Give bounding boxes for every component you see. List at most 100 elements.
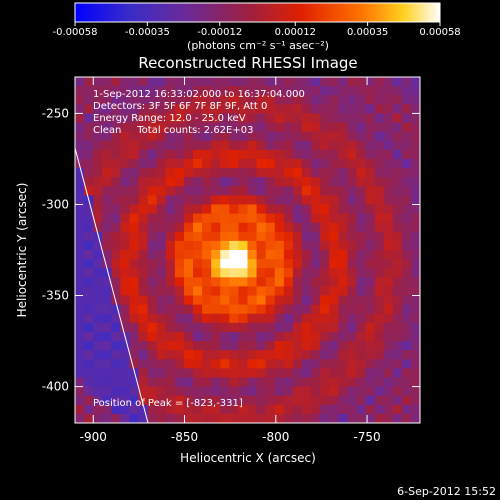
heatmap-cell [111,313,121,324]
heatmap-cell [75,404,85,415]
heatmap-cell [274,250,285,260]
heatmap-cell [392,104,403,114]
heatmap-cell [120,359,130,369]
heatmap-cell [401,213,412,224]
heatmap-cell [183,386,194,397]
heatmap-cell [229,222,239,233]
heatmap-cell [274,95,285,105]
heatmap-cell [93,131,103,142]
heatmap-cell [220,368,230,378]
heatmap-cell [374,313,385,324]
heatmap-cell [147,104,158,114]
heatmap-cell [102,104,112,114]
heatmap-cell [274,359,285,369]
heatmap-cell [301,77,312,87]
heatmap-cell [401,186,412,196]
heatmap-cell [356,268,366,278]
heatmap-cell [365,286,376,296]
heatmap-cell [320,149,330,160]
heatmap-cell [193,259,203,269]
heatmap-cell [301,322,312,333]
heatmap-cell [165,413,176,423]
heatmap-cell [238,95,248,105]
heatmap-cell [229,177,239,187]
y-axis-label: Heliocentric Y (arcsec) [15,183,29,318]
heatmap-cell [274,113,285,123]
y-tick-label: -250 [42,106,69,120]
heatmap-cell [356,240,366,251]
heatmap-cell [220,204,230,214]
heatmap-cell [147,368,158,378]
heatmap-cell [283,231,294,242]
heatmap-cell [75,140,85,151]
heatmap-cell [274,204,285,214]
heatmap-cell [392,113,403,123]
heatmap-cell [256,231,267,242]
heatmap-cell [165,131,176,142]
heatmap-cell [120,158,130,169]
heatmap-cell [329,158,339,169]
heatmap-cell [156,413,167,423]
heatmap-cell [120,195,130,205]
heatmap-cell [129,186,139,196]
heatmap-cell [320,259,330,269]
heatmap-cell [147,222,158,233]
heatmap-cell [183,240,194,251]
heatmap-cell [229,286,239,296]
heatmap-cell [138,213,149,224]
heatmap-cell [274,259,285,269]
heatmap-cell [202,240,212,251]
heatmap-cell [165,368,176,378]
heatmap-cell [129,331,139,342]
heatmap-cell [220,149,230,160]
heatmap-cell [311,168,321,178]
heatmap-cell [147,113,158,123]
heatmap-cell [265,259,276,269]
heatmap-cell [292,331,303,342]
heatmap-cell [211,377,221,387]
heatmap-cell [383,231,394,242]
heatmap-cell [111,95,121,105]
heatmap-cell [165,77,176,87]
heatmap-cell [283,240,294,251]
heatmap-cell [265,177,276,187]
heatmap-cell [120,268,130,278]
heatmap-cell [129,413,139,423]
heatmap-cell [265,86,276,96]
heatmap-cell [320,341,330,351]
heatmap-cell [311,259,321,269]
heatmap-cell [365,368,376,378]
heatmap-cell [84,204,94,214]
heatmap-cell [347,195,357,205]
heatmap-cell [265,359,276,369]
heatmap-cell [93,122,103,133]
heatmap-cell [229,104,239,114]
heatmap-cell [174,322,185,333]
heatmap-cell [392,186,403,196]
heatmap-cell [202,149,212,160]
heatmap-cell [220,277,230,287]
heatmap-cell [174,240,185,251]
colorbar-tick-label: 0.00058 [419,27,460,38]
heatmap-cell [220,158,230,169]
heatmap-cell [220,413,230,423]
heatmap-cell [238,268,248,278]
heatmap-cell [211,113,221,123]
heatmap-cell [301,177,312,187]
heatmap-cell [356,95,366,105]
heatmap-cell [256,377,267,387]
heatmap-cell [129,222,139,233]
heatmap-cell [247,250,257,260]
heatmap-cell [147,140,158,151]
heatmap-cell [383,259,394,269]
heatmap-cell [347,250,357,260]
heatmap-cell [401,122,412,133]
heatmap-cell [174,177,185,187]
heatmap-cell [338,177,348,187]
heatmap-cell [129,286,139,296]
heatmap-cell [193,404,203,415]
heatmap-cell [338,240,348,251]
heatmap-cell [165,277,176,287]
heatmap-cell [292,77,303,87]
heatmap-cell [174,186,185,196]
